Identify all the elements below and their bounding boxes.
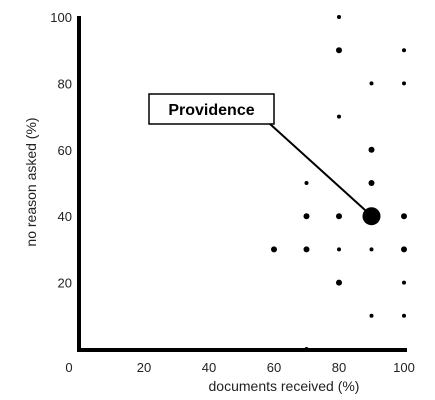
data-point: [336, 279, 342, 286]
data-point: [271, 246, 277, 253]
y-tick-label: 40: [58, 209, 72, 224]
data-point: [303, 213, 310, 220]
data-point: [402, 48, 406, 53]
data-point: [337, 114, 341, 119]
annotation-leader-line: [269, 123, 369, 213]
y-axis-line: [77, 16, 81, 352]
data-point: [402, 280, 406, 285]
y-tick-label: 60: [58, 143, 72, 158]
x-tick-label: 40: [202, 360, 216, 375]
data-point: [401, 213, 407, 220]
data-points: [271, 15, 407, 351]
data-point: [368, 180, 375, 186]
data-point: [369, 313, 374, 318]
y-tick-label: 100: [50, 10, 72, 25]
tick-labels: 0 20 40 60 80 100 20 40 60 80 100: [50, 10, 415, 375]
axes: [77, 16, 407, 352]
annotation-box: [148, 93, 275, 125]
x-axis-line: [77, 348, 407, 352]
data-point: [369, 247, 374, 252]
y-axis-title: no reason asked (%): [23, 117, 39, 246]
data-point: [402, 81, 406, 86]
annotation: Providence: [148, 93, 369, 213]
x-tick-label: 80: [332, 360, 346, 375]
data-point: [304, 181, 309, 185]
data-point: [401, 246, 407, 253]
data-point: [368, 146, 375, 153]
y-tick-label: 80: [58, 76, 72, 91]
x-axis-title: documents received (%): [209, 378, 360, 394]
data-point: [336, 47, 342, 54]
data-point: [402, 313, 406, 318]
data-point: [303, 246, 310, 253]
data-point: [337, 15, 341, 19]
x-tick-label: 0: [65, 360, 72, 375]
x-tick-label: 100: [393, 360, 415, 375]
x-tick-label: 20: [137, 360, 151, 375]
data-point: [337, 247, 341, 252]
annotation-label: Providence: [168, 102, 254, 119]
data-point: [304, 347, 309, 351]
data-point: [369, 81, 374, 86]
data-point: [336, 213, 342, 220]
y-tick-label: 20: [58, 276, 72, 291]
x-tick-label: 60: [267, 360, 281, 375]
